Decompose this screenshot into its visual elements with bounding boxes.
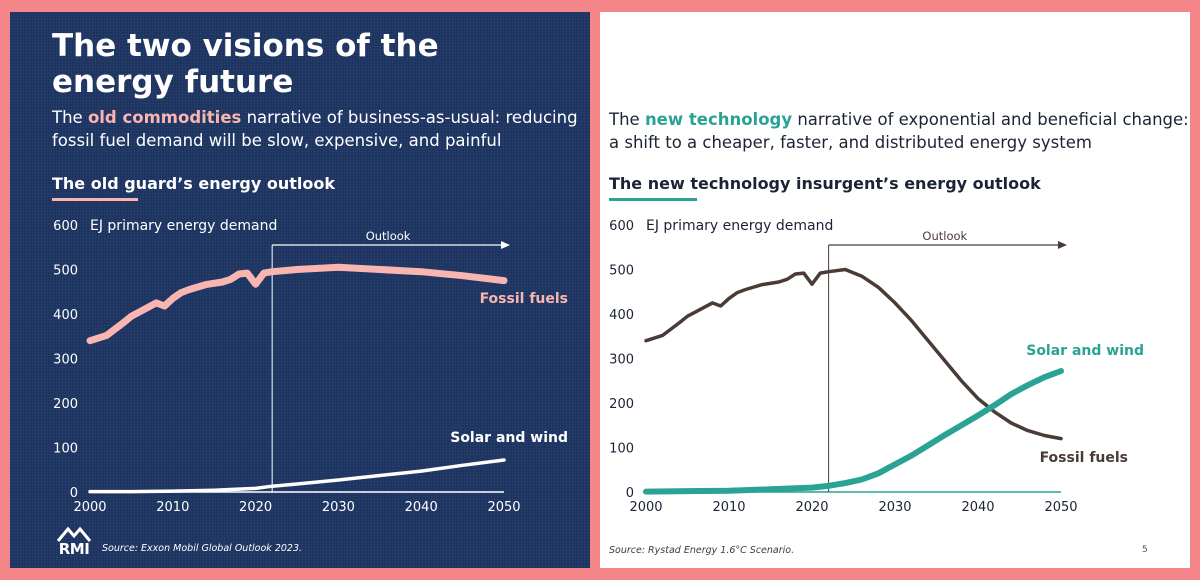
y-tick-label: 0 (626, 486, 634, 501)
y-axis-label: EJ primary energy demand (90, 218, 277, 234)
new-narrative-subtitle: The new technology narrative of exponent… (609, 108, 1189, 154)
new-outlook-chart: 0 100 200 300 400 500 600 EJ primary energy dem… (609, 218, 1144, 515)
x-tick-label: 2040 (405, 500, 438, 515)
fossil-fuels-label: Fossil fuels (480, 291, 568, 307)
outlook-arrowhead (1058, 241, 1067, 250)
x-tick-label: 2000 (73, 500, 106, 515)
x-tick-label: 2040 (961, 500, 994, 515)
fossil-fuels-line (86, 263, 508, 345)
solar-and-wind-label: Solar and wind (1026, 343, 1144, 359)
x-tick-label: 2010 (156, 500, 189, 515)
fossil-fuels-line (644, 267, 1063, 441)
y-tick-label: 0 (70, 486, 78, 501)
subtitle-prefix: The (52, 108, 88, 127)
y-tick-label: 200 (609, 397, 634, 412)
source-note: Source: Rystad Energy 1.6°C Scenario. (609, 545, 795, 556)
source-note: Source: Exxon Mobil Global Outlook 2023. (102, 543, 303, 554)
new-outlook-title: The new technology insurgent’s energy ou… (609, 174, 1041, 193)
y-axis-label: EJ primary energy demand (646, 218, 833, 234)
y-tick-label: 500 (609, 264, 634, 279)
rmi-logo: RMI (52, 524, 96, 560)
subtitle-highlight: old commodities (87, 108, 242, 127)
x-tick-label: 2050 (1044, 500, 1077, 515)
subtitle-rest: narrative of business-as-usual: reducing… (52, 108, 578, 150)
y-tick-label: 300 (53, 353, 78, 368)
y-tick-label: 400 (609, 308, 634, 323)
x-tick-label: 2030 (878, 500, 911, 515)
old-guard-panel: The two visions of the energy future The… (10, 12, 590, 568)
fossil-fuels-label: Fossil fuels (1040, 450, 1128, 466)
subtitle-rest: narrative of exponential and beneficial … (609, 110, 1189, 152)
mountain-icon (56, 526, 92, 542)
outlook-label: Outlook (366, 229, 411, 243)
x-tick-label: 2010 (712, 500, 745, 515)
new-technology-panel: The new technology narrative of exponent… (600, 12, 1190, 568)
subtitle-highlight: new technology (644, 110, 793, 129)
page-title: The two visions of the energy future (52, 28, 439, 100)
solar-and-wind-label: Solar and wind (450, 430, 568, 446)
y-tick-label: 400 (53, 308, 78, 323)
x-tick-label: 2000 (629, 500, 662, 515)
outlook-label: Outlook (922, 229, 967, 243)
solar-and-wind-line (643, 368, 1064, 495)
y-tick-label: 300 (609, 353, 634, 368)
old-outlook-chart: 0 100 200 300 400 500 600 EJ primary energy dem… (53, 218, 568, 515)
x-tick-label: 2030 (322, 500, 355, 515)
x-tick-label: 2050 (487, 500, 520, 515)
old-narrative-subtitle: The old commodities narrative of busines… (52, 106, 590, 152)
logo-text: RMI (58, 540, 90, 558)
y-tick-label: 600 (53, 219, 78, 234)
title-underline (52, 198, 138, 201)
x-tick-label: 2020 (239, 500, 272, 515)
y-tick-label: 200 (53, 397, 78, 412)
x-tick-label: 2020 (795, 500, 828, 515)
y-tick-label: 100 (609, 442, 634, 457)
y-tick-label: 100 (53, 442, 78, 457)
y-tick-label: 500 (53, 264, 78, 279)
old-outlook-title: The old guard’s energy outlook (52, 174, 335, 193)
title-underline (609, 198, 697, 201)
solar-and-wind-line (88, 458, 506, 494)
y-tick-label: 600 (609, 219, 634, 234)
outlook-arrowhead (501, 241, 510, 250)
subtitle-prefix: The (609, 110, 645, 129)
page-number: 5 (1142, 545, 1148, 555)
